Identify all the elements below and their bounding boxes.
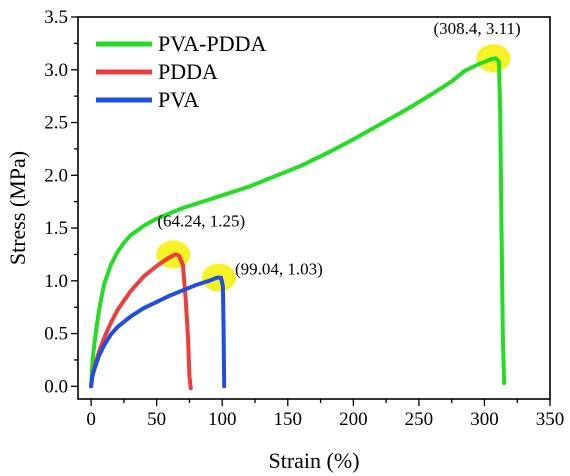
y-tick-label: 0.0 [44,376,68,397]
series-line-pva [89,275,227,389]
ticks: 0 50 100 150 200 250 300 350 0.0 0.5 1.0 1.5 2.0 2.5 3… [44,7,564,430]
x-tick-label: 350 [536,409,565,430]
legend: PVA-PDDA PDDA PVA [96,31,267,112]
x-tick-label: 100 [208,409,237,430]
y-tick-label: 1.0 [44,271,68,292]
legend-label: PDDA [158,59,218,84]
peak-annotation: (99.04, 1.03) [235,260,323,279]
x-tick-label: 200 [339,409,368,430]
series-line-pva-pdda [89,56,507,389]
peak-annotation: (64.24, 1.25) [157,211,245,230]
x-tick-label: 300 [470,409,499,430]
x-axis-label: Strain (%) [268,448,359,473]
x-tick-label: 150 [274,409,303,430]
y-axis-label: Stress (MPa) [5,151,30,265]
series-lines [89,56,507,391]
plot-frame [77,16,551,400]
y-tick-label: 2.0 [44,165,68,186]
x-tick-label: 0 [86,409,96,430]
legend-label: PVA [158,87,199,112]
x-tick-label: 250 [405,409,434,430]
y-tick-label: 3.5 [44,7,68,28]
legend-label: PVA-PDDA [158,31,267,56]
y-tick-label: 0.5 [44,324,68,345]
peak-annotations: (308.4, 3.11) (64.24, 1.25) (99.04, 1.03) [157,19,520,278]
peak-annotation: (308.4, 3.11) [433,19,520,38]
y-tick-label: 1.5 [44,218,68,239]
x-tick-label: 50 [147,409,166,430]
plot-border [77,16,551,400]
y-tick-label: 3.0 [44,60,68,81]
y-tick-label: 2.5 [44,113,68,134]
